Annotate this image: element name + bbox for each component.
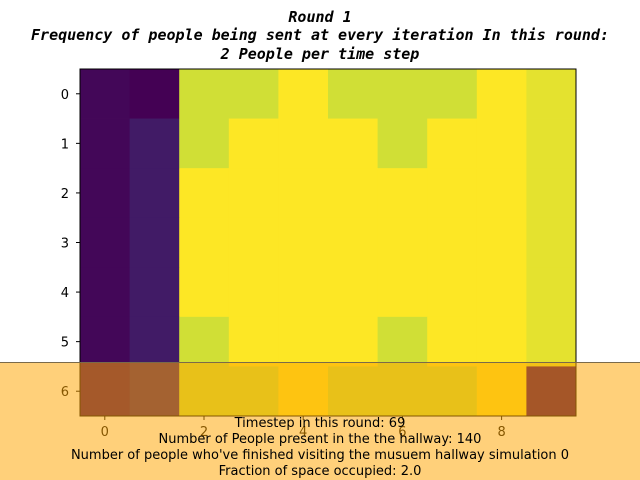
heatmap-cell bbox=[278, 267, 329, 318]
heatmap-cell bbox=[526, 316, 577, 367]
heatmap-cell bbox=[179, 316, 230, 367]
heatmap-cell bbox=[80, 118, 130, 169]
heatmap-cell bbox=[80, 168, 130, 219]
heatmap-cell bbox=[476, 69, 527, 119]
heatmap-cell bbox=[377, 267, 428, 318]
heatmap-cell bbox=[476, 217, 527, 268]
y-tick-label: 1 bbox=[61, 137, 69, 152]
heatmap-cell bbox=[427, 217, 478, 268]
heatmap-cell bbox=[526, 217, 577, 268]
heatmap-cell bbox=[476, 267, 527, 318]
heatmap-cell bbox=[179, 69, 230, 119]
heatmap-cell bbox=[129, 267, 180, 318]
chart-title-line-2: Frequency of people being sent at every … bbox=[31, 26, 609, 44]
info-panel: Timestep in this round: 69 Number of Peo… bbox=[0, 416, 640, 480]
y-tick-label: 3 bbox=[61, 237, 69, 252]
heatmap-cell bbox=[328, 316, 378, 367]
heatmap-cell bbox=[228, 168, 279, 219]
heatmap-cell bbox=[228, 118, 279, 169]
heatmap-cell bbox=[80, 69, 130, 119]
heatmap-cell bbox=[328, 118, 378, 169]
heatmap-cell bbox=[476, 316, 527, 367]
info-panel-background bbox=[0, 362, 640, 480]
heatmap-cell bbox=[228, 316, 279, 367]
heatmap-cell bbox=[427, 267, 478, 318]
heatmap-cell bbox=[228, 217, 279, 268]
heatmap-cell bbox=[427, 118, 478, 169]
chart-title-line-1: Round 1 bbox=[288, 8, 351, 26]
heatmap-cell bbox=[179, 267, 230, 318]
heatmap-cell bbox=[179, 217, 230, 268]
heatmap-cell bbox=[129, 118, 180, 169]
heatmap-cell bbox=[476, 168, 527, 219]
heatmap-cell bbox=[377, 118, 428, 169]
timestep-text: Timestep in this round: 69 bbox=[234, 416, 406, 431]
y-tick-label: 2 bbox=[61, 187, 69, 202]
heatmap-cell bbox=[228, 267, 279, 318]
heatmap-cell bbox=[129, 168, 180, 219]
heatmap-cell bbox=[129, 217, 180, 268]
heatmap-cell bbox=[526, 267, 577, 318]
heatmap-cell bbox=[377, 217, 428, 268]
heatmap-cell bbox=[278, 118, 329, 169]
heatmap-cell bbox=[228, 69, 279, 119]
heatmap-cell bbox=[328, 168, 378, 219]
heatmap-cell bbox=[129, 316, 180, 367]
heatmap-cell bbox=[526, 118, 577, 169]
y-tick-label: 0 bbox=[61, 88, 69, 103]
heatmap-cell bbox=[80, 267, 130, 318]
heatmap-cell bbox=[427, 168, 478, 219]
heatmap-cell bbox=[377, 69, 428, 119]
heatmap-cell bbox=[427, 69, 478, 119]
heatmap-cell bbox=[377, 316, 428, 367]
heatmap-cell bbox=[526, 168, 577, 219]
people-finished-text: Number of people who've finished visitin… bbox=[70, 448, 570, 463]
fraction-occupied-text: Fraction of space occupied: 2.0 bbox=[218, 464, 422, 479]
heatmap-cell bbox=[129, 69, 180, 119]
heatmap-cell bbox=[476, 118, 527, 169]
chart-title-line-3: 2 People per time step bbox=[220, 45, 420, 63]
people-present-text: Number of People present in the the hall… bbox=[158, 432, 482, 447]
y-tick-label: 4 bbox=[61, 286, 69, 301]
y-axis: 0123456 bbox=[61, 88, 80, 400]
heatmap-cell bbox=[278, 168, 329, 219]
heatmap-cell bbox=[328, 267, 378, 318]
heatmap-cell bbox=[278, 69, 329, 119]
heatmap-cell bbox=[278, 316, 329, 367]
y-tick-label: 5 bbox=[61, 336, 69, 351]
heatmap-cell bbox=[80, 217, 130, 268]
heatmap-cell bbox=[526, 69, 577, 119]
heatmap-cell bbox=[179, 168, 230, 219]
heatmap-cell bbox=[328, 217, 378, 268]
heatmap-cell bbox=[278, 217, 329, 268]
heatmap-cell bbox=[328, 69, 378, 119]
heatmap-cell bbox=[427, 316, 478, 367]
heatmap-cell bbox=[179, 118, 230, 169]
heatmap-cell bbox=[377, 168, 428, 219]
heatmap-cell bbox=[80, 316, 130, 367]
